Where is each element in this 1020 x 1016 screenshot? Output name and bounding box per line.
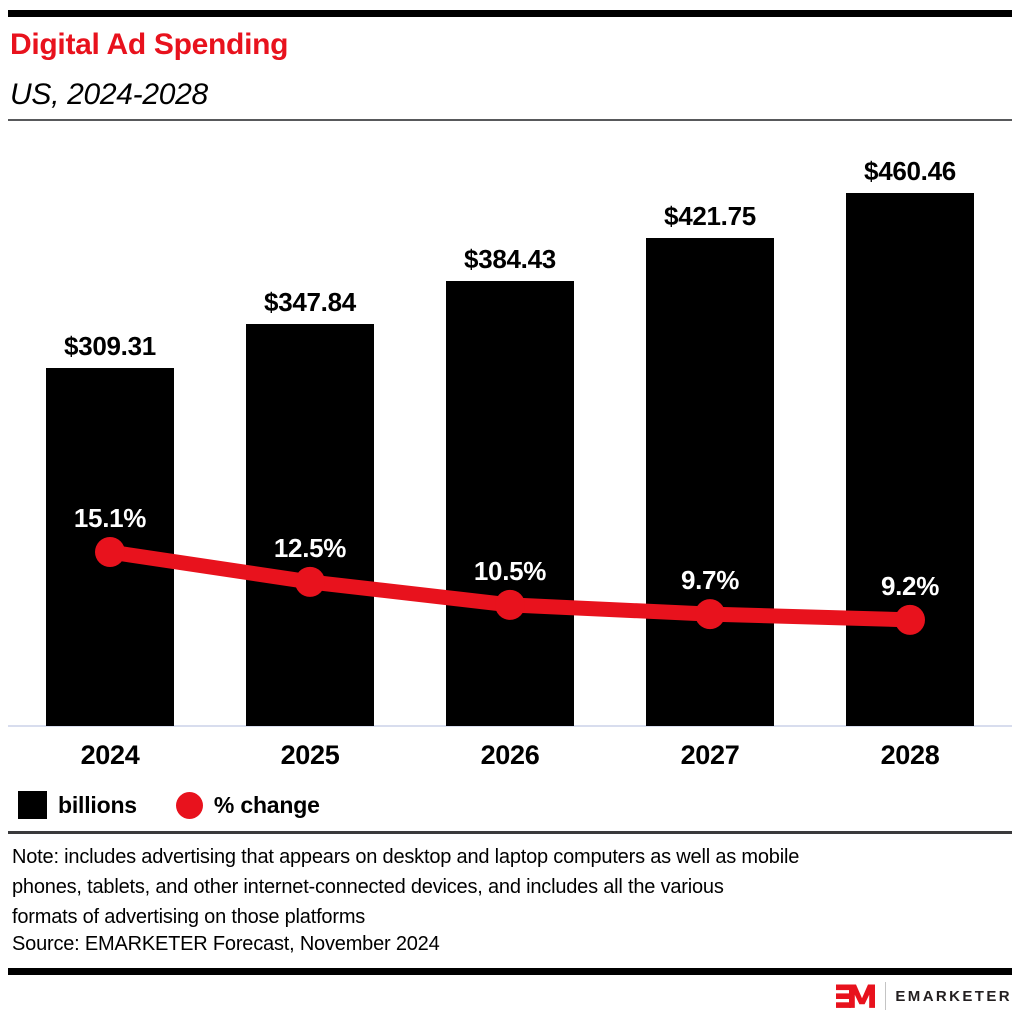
top-divider-bar <box>8 10 1012 17</box>
line-point-2027 <box>695 599 725 630</box>
source-text: Source: EMARKETER Forecast, November 202… <box>12 933 440 955</box>
x-axis-label-2026: 2026 <box>480 740 540 770</box>
legend-bar-swatch <box>18 791 47 819</box>
line-point-2026 <box>495 589 525 620</box>
header-divider <box>8 119 1012 121</box>
footnote-divider <box>8 831 1012 834</box>
bar-value-label-2026: $384.43 <box>464 244 556 275</box>
x-axis-label-2024: 2024 <box>80 740 140 770</box>
bar-2026 <box>446 281 574 726</box>
x-axis-label-2028: 2028 <box>880 740 940 770</box>
bar-value-label-2025: $347.84 <box>264 286 356 317</box>
pct-change-label-2025: 12.5% <box>273 532 347 563</box>
logo-divider <box>885 982 887 1010</box>
pct-change-label-2024: 15.1% <box>73 503 147 533</box>
bottom-divider-bar <box>8 968 1012 975</box>
bar-2027 <box>646 238 774 726</box>
bar-2025 <box>246 323 374 726</box>
legend-bar-label: billions <box>58 791 137 818</box>
line-point-2028 <box>895 604 925 635</box>
bar-value-label-2024: $309.31 <box>64 331 156 362</box>
chart-note: Note: includes advertising that appears … <box>12 842 1002 932</box>
bar-2028 <box>846 193 974 726</box>
bar-value-label-2028: $460.46 <box>864 156 956 187</box>
note-line: phones, tablets, and other internet-conn… <box>12 876 724 898</box>
legend-line-swatch <box>175 791 203 819</box>
note-line: Note: includes advertising that appears … <box>12 846 800 868</box>
pct-change-label-2026: 10.5% <box>473 555 547 586</box>
page-subtitle: US, 2024-2028 <box>10 78 208 111</box>
pct-change-label-2028: 9.2% <box>880 570 940 601</box>
footer-brand: EMARKETER <box>836 980 1012 1012</box>
x-axis-line <box>8 725 1012 727</box>
emarketer-logo-icon <box>836 984 876 1008</box>
legend-line-label: % change <box>213 791 320 818</box>
pct-change-line <box>95 537 925 635</box>
pct-change-label-2027: 9.7% <box>680 565 740 596</box>
note-line: formats of advertising on those platform… <box>12 906 366 928</box>
chart-legend: billions % change <box>18 789 320 821</box>
bar-value-label-2027: $421.75 <box>664 201 756 232</box>
chart-area: $309.31 15.1% 2024 $347.84 12.5% 2025 $384.43 1… <box>0 130 1020 780</box>
brand-wordmark: EMARKETER <box>895 987 1012 1005</box>
page-title: Digital Ad Spending <box>10 28 289 61</box>
x-axis-label-2025: 2025 <box>280 740 340 770</box>
line-point-2024 <box>95 537 125 567</box>
line-point-2025 <box>295 566 325 597</box>
x-axis-label-2027: 2027 <box>680 740 740 770</box>
